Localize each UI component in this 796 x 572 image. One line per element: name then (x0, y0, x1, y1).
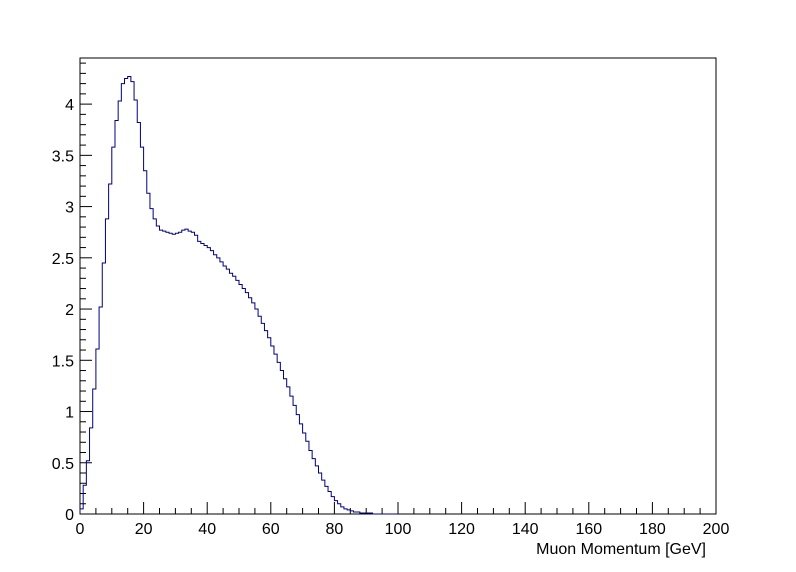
histogram-series-line (79, 75, 398, 515)
x-tick-label: 40 (198, 521, 216, 538)
plot-frame (79, 57, 717, 515)
x-tick-label: 20 (135, 521, 153, 538)
x-tick-labels: 0 20 40 60 80 100 120 140 160 180 200 (76, 521, 730, 538)
x-tick-label: 100 (385, 521, 412, 538)
x-tick-label: 180 (639, 521, 666, 538)
y-tick-label: 2.5 (52, 251, 74, 268)
y-tick-labels: 0 0.5 1 1.5 2 2.5 3 3.5 4 (52, 97, 74, 524)
y-tick-label: 3 (65, 200, 74, 217)
y-tick-label: 0 (65, 507, 74, 524)
x-tick-label: 120 (448, 521, 475, 538)
x-tick-label: 80 (326, 521, 344, 538)
y-tick-label: 2 (65, 302, 74, 319)
y-tick-label: 1 (65, 405, 74, 422)
x-axis (79, 502, 717, 514)
y-tick-label: 4 (65, 97, 74, 114)
y-axis (80, 62, 92, 515)
y-tick-label: 1.5 (52, 353, 74, 370)
x-tick-label: 140 (512, 521, 539, 538)
x-tick-label: 160 (575, 521, 602, 538)
x-tick-label: 60 (262, 521, 280, 538)
x-axis-label: Muon Momentum [GeV] (536, 541, 706, 558)
x-tick-label: 0 (76, 521, 85, 538)
x-tick-label: 200 (703, 521, 730, 538)
y-tick-label: 3.5 (52, 148, 74, 165)
y-tick-label: 0.5 (52, 456, 74, 473)
